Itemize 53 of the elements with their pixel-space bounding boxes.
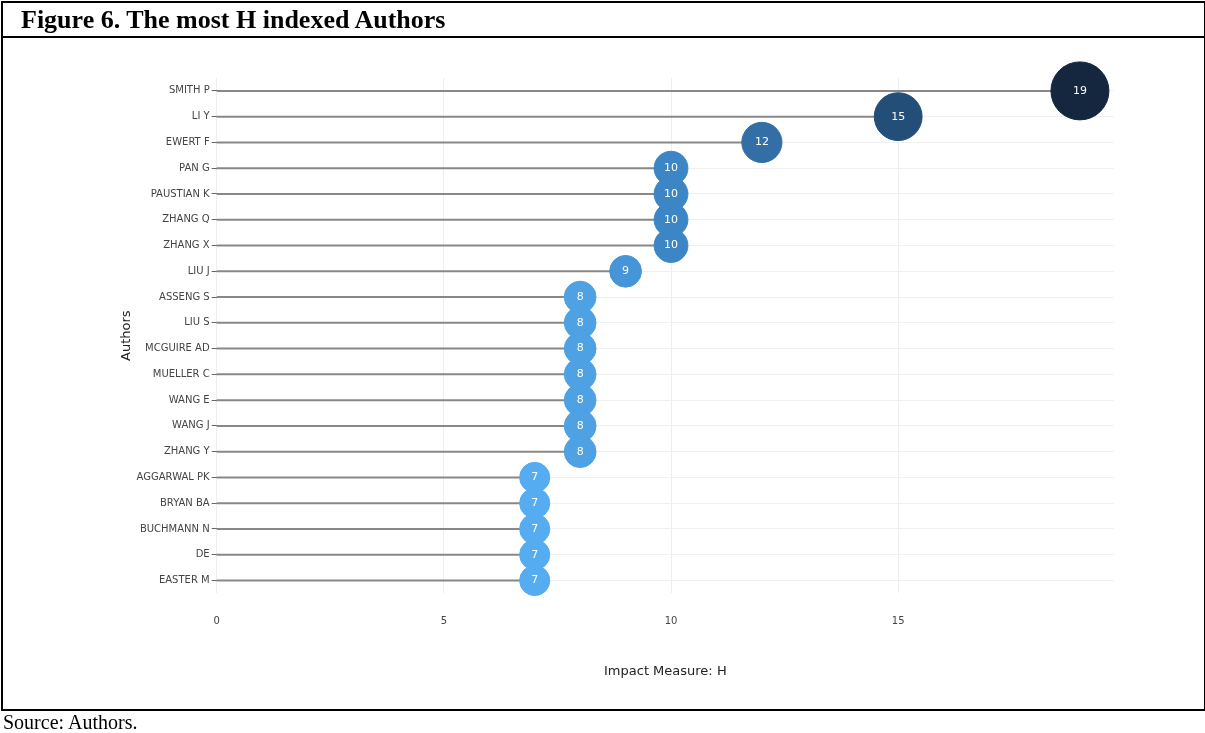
x-tick-label: 5: [440, 614, 448, 626]
point: [519, 513, 551, 545]
y-tick-label: ASSENG S: [159, 290, 210, 302]
y-tick-label: DE: [195, 548, 210, 560]
point: [519, 564, 551, 597]
x-tick-label: 10: [664, 614, 678, 626]
data-label: 10: [664, 238, 679, 252]
y-tick-label: EWERT F: [165, 136, 210, 148]
y-tick-label: BRYAN BA: [159, 496, 210, 508]
data-label: 8: [576, 341, 584, 355]
point: [609, 254, 642, 288]
source-note: Source: Authors.: [3, 711, 138, 733]
y-tick-label: AGGARWAL PK: [136, 471, 211, 483]
point: [519, 461, 551, 493]
data-label: 19: [1072, 83, 1087, 97]
data-label: 8: [576, 444, 584, 458]
data-label: 12: [754, 135, 769, 149]
y-tick-label: LIU J: [187, 264, 210, 276]
point: [563, 435, 597, 469]
data-label: 8: [576, 367, 584, 381]
data-label: 8: [576, 418, 584, 432]
data-label: 8: [576, 392, 584, 406]
data-label: 7: [531, 573, 539, 587]
y-tick-label: ZHANG X: [163, 239, 210, 251]
data-label: 10: [664, 161, 679, 175]
y-tick-label: PAN G: [179, 161, 210, 173]
data-label: 8: [576, 315, 584, 329]
y-tick-label: LI Y: [191, 110, 211, 122]
data-label: 10: [664, 186, 679, 200]
y-tick-label: MUELLER C: [152, 367, 210, 379]
data-label: 7: [531, 521, 539, 535]
y-tick-label: SMITH P: [168, 84, 210, 96]
data-label: 7: [531, 470, 539, 484]
y-tick-label: LIU S: [184, 316, 210, 328]
y-tick-label: ZHANG Q: [162, 213, 210, 225]
y-tick-label: WANG E: [168, 393, 210, 405]
y-tick-label: WANG J: [172, 419, 210, 431]
y-tick-label: MCGUIRE AD: [145, 342, 210, 354]
data-label: 10: [664, 212, 679, 226]
y-tick-label: EASTER M: [158, 574, 210, 586]
data-label: 9: [622, 264, 630, 278]
x-tick-label: 15: [891, 614, 905, 626]
data-label: 15: [891, 109, 906, 123]
x-axis-title: Impact Measure: H: [604, 662, 727, 678]
chart-title: Figure 6. The most H indexed Authors: [3, 3, 1204, 38]
data-label: 7: [531, 496, 539, 510]
y-axis-title: Authors: [118, 310, 134, 361]
y-tick-label: BUCHMANN N: [139, 522, 210, 534]
y-tick-label: PAUSTIAN K: [150, 187, 211, 199]
data-label: 8: [576, 289, 584, 303]
data-label: 7: [531, 547, 539, 561]
y-tick-label: ZHANG Y: [163, 445, 211, 457]
x-tick-label: 0: [213, 614, 220, 626]
